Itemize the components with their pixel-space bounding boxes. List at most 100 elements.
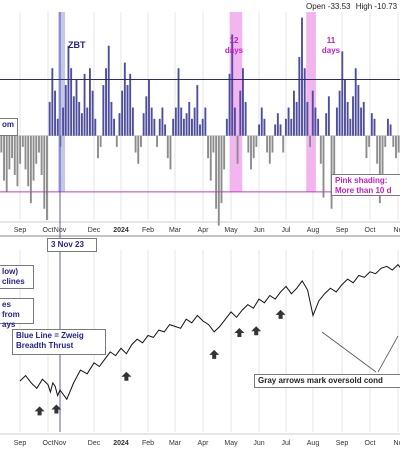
positive-bar <box>164 124 167 136</box>
positive-bar <box>370 113 373 136</box>
negative-bar <box>220 135 223 204</box>
upper-x-tick-label: Oct <box>365 227 376 234</box>
positive-bar <box>258 124 261 136</box>
positive-bar <box>349 118 352 136</box>
negative-bar <box>134 135 137 153</box>
lower-x-tick-label: Oct <box>365 440 376 447</box>
negative-bar <box>247 135 250 153</box>
negative-bar <box>32 135 35 181</box>
upper-x-tick-label: May <box>224 227 238 234</box>
clipped-note-es: es from ays <box>0 298 34 329</box>
positive-bar <box>311 90 314 136</box>
positive-bar <box>94 118 97 136</box>
positive-bar <box>118 113 121 136</box>
days12-number: 12 <box>229 36 239 45</box>
positive-bar <box>121 90 124 136</box>
negative-bar <box>5 135 8 192</box>
negative-bar <box>0 135 3 153</box>
positive-bar <box>244 101 247 136</box>
upper-x-tick-label: Dec <box>88 227 101 234</box>
positive-bar <box>338 90 341 136</box>
positive-bar <box>298 56 301 136</box>
positive-bar <box>199 124 201 136</box>
lower-x-tick-label: Aug <box>307 440 320 447</box>
positive-bar <box>263 118 266 136</box>
pink-shaded-region <box>306 12 316 192</box>
positive-bar <box>148 79 150 136</box>
positive-bar <box>231 34 234 136</box>
lower-x-tick-label: Nov <box>54 440 67 447</box>
positive-bar <box>293 90 295 136</box>
days12-word: days <box>224 46 244 55</box>
lower-x-tick-label: Feb <box>142 440 154 447</box>
negative-bar <box>29 135 32 204</box>
upper-x-tick-label: Sep <box>14 227 27 234</box>
ohlc-readout: Open -33.53 High -10.73 L <box>306 2 400 12</box>
positive-bar <box>193 107 196 136</box>
clipped-note-es-line2: ays <box>2 320 16 329</box>
pointer-line <box>321 331 377 373</box>
negative-bar <box>16 135 19 187</box>
negative-bar <box>137 135 140 164</box>
negative-bar <box>252 135 255 159</box>
positive-bar <box>75 79 78 136</box>
days12-label: 12 days <box>224 36 244 56</box>
positive-bar <box>72 96 75 136</box>
clipped-note-low-line2: clines <box>2 277 25 286</box>
days11-label: 11 days <box>320 36 342 56</box>
positive-bar <box>354 68 357 136</box>
positive-bar <box>295 101 298 136</box>
positive-bar <box>180 107 183 136</box>
positive-bar <box>150 107 153 136</box>
upper-x-tick-label: Oct <box>43 227 54 234</box>
positive-bar <box>303 68 306 136</box>
positive-bar <box>177 68 180 136</box>
lower-x-tick-label: 2024 <box>113 440 129 447</box>
days11-word: days <box>321 46 341 55</box>
positive-bar <box>389 124 392 136</box>
positive-bar <box>225 118 228 136</box>
positive-bar <box>335 107 338 136</box>
positive-bar <box>48 101 51 136</box>
positive-bar <box>107 45 110 136</box>
negative-bar <box>376 135 379 164</box>
negative-bar <box>35 135 38 164</box>
pointer-line <box>377 335 399 373</box>
positive-bar <box>346 101 349 136</box>
negative-bar <box>282 135 285 153</box>
upper-x-tick-label: Mar <box>169 227 182 234</box>
blue-line-note: Blue Line = Zweig Breadth Thrust <box>12 329 106 355</box>
negative-bar <box>46 135 48 220</box>
upper-x-tick-label: Jun <box>253 227 264 234</box>
open-value: -33.53 <box>327 2 351 11</box>
negative-bar <box>13 135 16 176</box>
positive-bar <box>88 68 91 136</box>
oversold-arrow-icon <box>234 328 245 338</box>
lower-x-tick-label: Dec <box>88 440 101 447</box>
upper-x-tick-label: 2024 <box>113 227 129 234</box>
lower-x-tick-label: Jun <box>253 440 264 447</box>
positive-bar <box>113 118 116 136</box>
negative-bar <box>207 135 209 159</box>
upper-x-tick-label: Jul <box>282 227 291 234</box>
lower-x-tick-label: Apr <box>198 440 210 447</box>
lower-x-tick-label: Sep <box>14 440 27 447</box>
positive-bar <box>185 113 188 136</box>
price-line <box>19 263 400 401</box>
negative-bar <box>381 135 384 176</box>
negative-bar <box>395 135 397 159</box>
clipped-note-low-line1: low) <box>2 267 18 276</box>
positive-bar <box>62 107 65 136</box>
negative-bar <box>99 135 102 147</box>
negative-bar <box>212 135 215 153</box>
positive-bar <box>239 90 242 136</box>
lower-panel: Sep Oct Nov Dec 2024 Feb Mar Apr May Jun Jul Aug Sep… <box>0 12 400 447</box>
positive-bar <box>341 51 344 136</box>
upper-x-tick-label: Feb <box>142 227 154 234</box>
left-box-clipped: om <box>0 118 18 136</box>
lower-x-tick-label: Mar <box>169 440 182 447</box>
negative-bar <box>333 135 336 192</box>
upper-x-tick-label: Apr <box>198 227 210 234</box>
positive-bar <box>314 107 317 136</box>
positive-bar <box>284 118 287 136</box>
